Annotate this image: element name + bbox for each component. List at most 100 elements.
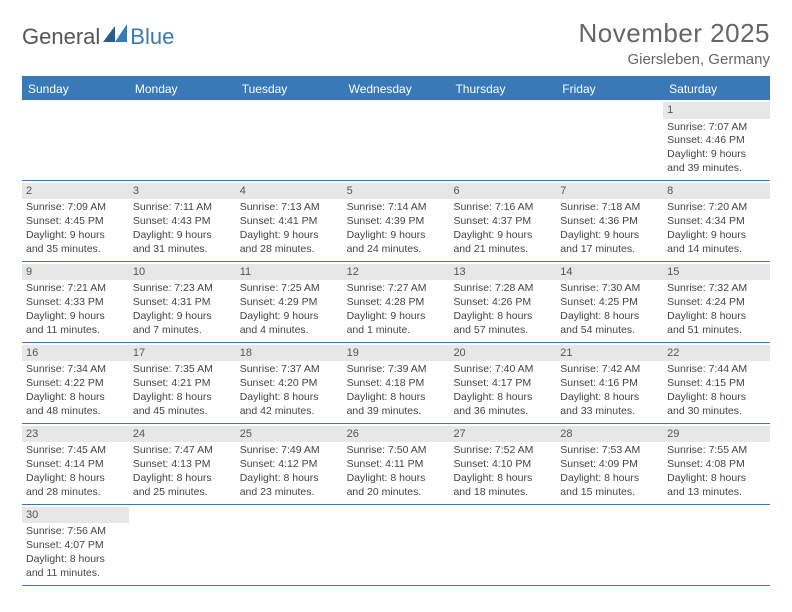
day-sunrise: Sunrise: 7:25 AM: [240, 282, 339, 296]
day-number: 24: [129, 426, 236, 443]
day-dl2: and 42 minutes.: [240, 405, 339, 419]
day-dl1: Daylight: 8 hours: [26, 472, 125, 486]
day-number: 23: [22, 426, 129, 443]
day-number: 15: [663, 264, 770, 281]
week-row: 30Sunrise: 7:56 AMSunset: 4:07 PMDayligh…: [22, 505, 770, 586]
day-number: 30: [22, 507, 129, 524]
day-sunrise: Sunrise: 7:14 AM: [347, 201, 446, 215]
day-number: 25: [236, 426, 343, 443]
day-sunset: Sunset: 4:37 PM: [453, 215, 552, 229]
day-cell: 30Sunrise: 7:56 AMSunset: 4:07 PMDayligh…: [22, 505, 129, 585]
day-cell-empty: [556, 100, 663, 180]
day-sunset: Sunset: 4:14 PM: [26, 458, 125, 472]
day-dl1: Daylight: 8 hours: [560, 472, 659, 486]
day-number: 9: [22, 264, 129, 281]
day-dl1: Daylight: 8 hours: [667, 391, 766, 405]
day-sunset: Sunset: 4:20 PM: [240, 377, 339, 391]
day-sunrise: Sunrise: 7:09 AM: [26, 201, 125, 215]
day-dl2: and 25 minutes.: [133, 486, 232, 500]
day-dl1: Daylight: 8 hours: [347, 391, 446, 405]
day-cell: 2Sunrise: 7:09 AMSunset: 4:45 PMDaylight…: [22, 181, 129, 261]
day-cell: 21Sunrise: 7:42 AMSunset: 4:16 PMDayligh…: [556, 343, 663, 423]
day-sunrise: Sunrise: 7:18 AM: [560, 201, 659, 215]
day-cell-empty: [236, 100, 343, 180]
day-sunset: Sunset: 4:11 PM: [347, 458, 446, 472]
day-cell: 6Sunrise: 7:16 AMSunset: 4:37 PMDaylight…: [449, 181, 556, 261]
day-number: 19: [343, 345, 450, 362]
day-sunrise: Sunrise: 7:07 AM: [667, 121, 766, 135]
weekday-header: Monday: [129, 78, 236, 100]
day-sunset: Sunset: 4:33 PM: [26, 296, 125, 310]
day-dl2: and 51 minutes.: [667, 324, 766, 338]
weekday-header: Wednesday: [343, 78, 450, 100]
weekday-header: Saturday: [663, 78, 770, 100]
logo-text-general: General: [22, 24, 100, 50]
day-sunrise: Sunrise: 7:52 AM: [453, 444, 552, 458]
day-sunrise: Sunrise: 7:53 AM: [560, 444, 659, 458]
day-cell-empty: [129, 100, 236, 180]
weeks-container: 1Sunrise: 7:07 AMSunset: 4:46 PMDaylight…: [22, 100, 770, 586]
day-dl1: Daylight: 9 hours: [347, 229, 446, 243]
day-number: 22: [663, 345, 770, 362]
day-dl2: and 15 minutes.: [560, 486, 659, 500]
day-number: 11: [236, 264, 343, 281]
day-sunset: Sunset: 4:24 PM: [667, 296, 766, 310]
day-dl2: and 4 minutes.: [240, 324, 339, 338]
day-dl1: Daylight: 9 hours: [26, 310, 125, 324]
day-dl2: and 18 minutes.: [453, 486, 552, 500]
day-dl1: Daylight: 8 hours: [667, 310, 766, 324]
day-cell: 24Sunrise: 7:47 AMSunset: 4:13 PMDayligh…: [129, 424, 236, 504]
day-number: 4: [236, 183, 343, 200]
day-number: 21: [556, 345, 663, 362]
day-cell: 11Sunrise: 7:25 AMSunset: 4:29 PMDayligh…: [236, 262, 343, 342]
week-row: 2Sunrise: 7:09 AMSunset: 4:45 PM Daylight…: [22, 181, 770, 262]
day-cell: 9Sunrise: 7:21 AMSunset: 4:33 PMDaylight…: [22, 262, 129, 342]
day-dl1: Daylight: 8 hours: [133, 391, 232, 405]
day-dl1: Daylight: 8 hours: [560, 391, 659, 405]
weekday-header-row: SundayMondayTuesdayWednesdayThursdayFrid…: [22, 78, 770, 100]
day-dl2: and 28 minutes.: [240, 243, 339, 257]
day-cell: 18Sunrise: 7:37 AMSunset: 4:20 PMDayligh…: [236, 343, 343, 423]
day-sunset: Sunset: 4:26 PM: [453, 296, 552, 310]
day-number: 2: [22, 183, 129, 200]
day-sunset: Sunset: 4:13 PM: [133, 458, 232, 472]
week-row: 16Sunrise: 7:34 AMSunset: 4:22 PMDayligh…: [22, 343, 770, 424]
day-cell: 16Sunrise: 7:34 AMSunset: 4:22 PMDayligh…: [22, 343, 129, 423]
day-dl1: Daylight: 8 hours: [453, 310, 552, 324]
day-dl2: and 28 minutes.: [26, 486, 125, 500]
day-sunset: Sunset: 4:10 PM: [453, 458, 552, 472]
day-dl2: and 11 minutes.: [26, 324, 125, 338]
day-sunrise: Sunrise: 7:30 AM: [560, 282, 659, 296]
day-dl2: and 30 minutes.: [667, 405, 766, 419]
day-dl1: Daylight: 9 hours: [133, 310, 232, 324]
day-sunrise: Sunrise: 7:49 AM: [240, 444, 339, 458]
day-dl2: and 24 minutes.: [347, 243, 446, 257]
week-row: 23Sunrise: 7:45 AMSunset: 4:14 PMDayligh…: [22, 424, 770, 505]
day-cell: 26Sunrise: 7:50 AMSunset: 4:11 PMDayligh…: [343, 424, 450, 504]
day-number: 8: [663, 183, 770, 200]
day-dl1: Daylight: 8 hours: [133, 472, 232, 486]
day-cell: 1Sunrise: 7:07 AMSunset: 4:46 PMDaylight…: [663, 100, 770, 180]
day-cell: 19Sunrise: 7:39 AMSunset: 4:18 PMDayligh…: [343, 343, 450, 423]
day-cell-empty: [556, 505, 663, 585]
day-number: 7: [556, 183, 663, 200]
day-cell: 25Sunrise: 7:49 AMSunset: 4:12 PMDayligh…: [236, 424, 343, 504]
day-cell: 10Sunrise: 7:23 AMSunset: 4:31 PMDayligh…: [129, 262, 236, 342]
day-number: 28: [556, 426, 663, 443]
day-sunrise: Sunrise: 7:50 AM: [347, 444, 446, 458]
day-sunrise: Sunrise: 7:35 AM: [133, 363, 232, 377]
day-dl1: Daylight: 8 hours: [667, 472, 766, 486]
day-sunrise: Sunrise: 7:37 AM: [240, 363, 339, 377]
location: Giersleben, Germany: [579, 51, 771, 68]
day-cell: 15Sunrise: 7:32 AMSunset: 4:24 PMDayligh…: [663, 262, 770, 342]
day-cell-empty: [449, 100, 556, 180]
day-sunrise: Sunrise: 7:13 AM: [240, 201, 339, 215]
day-sunset: Sunset: 4:45 PM: [26, 215, 125, 229]
day-cell: 4Sunrise: 7:13 AMSunset: 4:41 PMDaylight…: [236, 181, 343, 261]
day-sunrise: Sunrise: 7:11 AM: [133, 201, 232, 215]
day-cell-empty: [343, 100, 450, 180]
day-dl2: and 57 minutes.: [453, 324, 552, 338]
day-number: 20: [449, 345, 556, 362]
weekday-header: Tuesday: [236, 78, 343, 100]
day-dl2: and 39 minutes.: [667, 162, 766, 176]
